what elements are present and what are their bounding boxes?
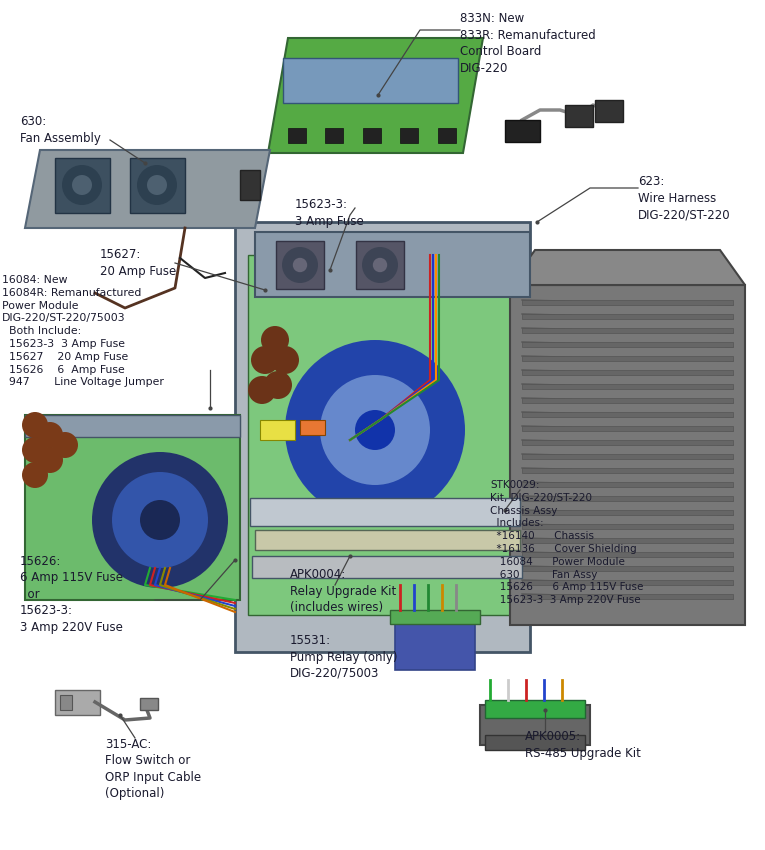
Circle shape (362, 247, 398, 283)
FancyBboxPatch shape (522, 468, 733, 473)
Circle shape (251, 346, 279, 374)
Polygon shape (510, 250, 745, 285)
Polygon shape (25, 150, 270, 228)
FancyBboxPatch shape (510, 285, 745, 625)
FancyBboxPatch shape (240, 170, 260, 200)
FancyBboxPatch shape (283, 58, 458, 103)
Text: 833N: New
833R: Remanufactured
Control Board
DIG-220: 833N: New 833R: Remanufactured Control B… (460, 12, 596, 75)
Text: 630:
Fan Assembly: 630: Fan Assembly (20, 115, 101, 145)
FancyBboxPatch shape (288, 128, 306, 143)
Circle shape (271, 346, 299, 374)
FancyBboxPatch shape (522, 370, 733, 375)
Text: www.inyopools.com: www.inyopools.com (328, 484, 452, 496)
Text: 16084: New
16084R: Remanufactured
Power Module
DIG-220/ST-220/75003
  Both Inclu: 16084: New 16084R: Remanufactured Power … (2, 275, 164, 388)
FancyBboxPatch shape (300, 420, 325, 435)
FancyBboxPatch shape (522, 496, 733, 501)
Text: APK0005:
RS-485 Upgrade Kit: APK0005: RS-485 Upgrade Kit (525, 730, 641, 760)
FancyBboxPatch shape (395, 620, 475, 670)
FancyBboxPatch shape (522, 552, 733, 557)
FancyBboxPatch shape (60, 695, 72, 710)
FancyBboxPatch shape (252, 556, 522, 578)
Text: 15627:
20 Amp Fuse: 15627: 20 Amp Fuse (100, 248, 176, 277)
Circle shape (285, 340, 465, 520)
Circle shape (22, 437, 48, 463)
FancyBboxPatch shape (438, 128, 456, 143)
Circle shape (293, 258, 308, 272)
FancyBboxPatch shape (255, 530, 520, 550)
FancyBboxPatch shape (260, 420, 295, 440)
Circle shape (37, 422, 63, 448)
FancyBboxPatch shape (565, 105, 593, 127)
Circle shape (37, 447, 63, 473)
FancyBboxPatch shape (130, 158, 185, 213)
FancyBboxPatch shape (522, 398, 733, 403)
FancyBboxPatch shape (522, 594, 733, 599)
FancyBboxPatch shape (522, 524, 733, 529)
Text: 315-AC:
Flow Switch or
ORP Input Cable
(Optional): 315-AC: Flow Switch or ORP Input Cable (… (105, 738, 201, 801)
FancyBboxPatch shape (55, 690, 100, 715)
FancyBboxPatch shape (522, 328, 733, 333)
FancyBboxPatch shape (480, 705, 590, 745)
FancyBboxPatch shape (276, 241, 324, 289)
FancyBboxPatch shape (255, 232, 530, 297)
FancyBboxPatch shape (522, 356, 733, 361)
Circle shape (52, 432, 78, 458)
Circle shape (92, 452, 228, 588)
Circle shape (282, 247, 318, 283)
FancyBboxPatch shape (522, 342, 733, 347)
FancyBboxPatch shape (25, 415, 240, 600)
Circle shape (112, 472, 208, 568)
FancyBboxPatch shape (522, 482, 733, 487)
FancyBboxPatch shape (522, 538, 733, 543)
Text: 623:
Wire Harness
DIG-220/ST-220: 623: Wire Harness DIG-220/ST-220 (638, 175, 731, 221)
FancyBboxPatch shape (505, 120, 540, 142)
Circle shape (147, 175, 167, 195)
Text: APK0004:
Relay Upgrade Kit
(includes wires)

15531:
Pump Relay (only)
DIG-220/75: APK0004: Relay Upgrade Kit (includes wir… (290, 568, 398, 680)
FancyBboxPatch shape (55, 158, 110, 213)
Circle shape (140, 500, 180, 540)
FancyBboxPatch shape (522, 384, 733, 389)
FancyBboxPatch shape (390, 610, 480, 624)
FancyBboxPatch shape (25, 415, 240, 437)
FancyBboxPatch shape (522, 440, 733, 445)
FancyBboxPatch shape (140, 698, 158, 710)
Circle shape (22, 462, 48, 488)
Circle shape (137, 165, 177, 205)
FancyBboxPatch shape (522, 454, 733, 459)
FancyBboxPatch shape (235, 222, 530, 652)
FancyBboxPatch shape (522, 426, 733, 431)
Circle shape (261, 326, 289, 354)
FancyBboxPatch shape (522, 566, 733, 571)
FancyBboxPatch shape (485, 735, 585, 750)
Circle shape (355, 410, 395, 450)
FancyBboxPatch shape (522, 510, 733, 515)
Circle shape (72, 175, 92, 195)
FancyBboxPatch shape (401, 128, 418, 143)
Circle shape (320, 375, 430, 485)
FancyBboxPatch shape (522, 300, 733, 305)
FancyBboxPatch shape (250, 498, 520, 526)
FancyBboxPatch shape (522, 412, 733, 417)
FancyBboxPatch shape (363, 128, 381, 143)
Text: 15626:
6 Amp 115V Fuse
  or
15623-3:
3 Amp 220V Fuse: 15626: 6 Amp 115V Fuse or 15623-3: 3 Amp… (20, 555, 123, 634)
Polygon shape (268, 38, 483, 153)
FancyBboxPatch shape (248, 255, 518, 615)
FancyBboxPatch shape (595, 100, 623, 122)
FancyBboxPatch shape (325, 128, 343, 143)
Text: STK0029:
Kit, DIG-220/ST-220
Chassis Assy
  Includes:
  *16140      Chassis
  *1: STK0029: Kit, DIG-220/ST-220 Chassis Ass… (490, 480, 643, 605)
Circle shape (373, 258, 387, 272)
FancyBboxPatch shape (485, 700, 585, 718)
Text: 15623-3:
3 Amp Fuse: 15623-3: 3 Amp Fuse (295, 198, 363, 228)
Circle shape (62, 165, 102, 205)
Circle shape (264, 371, 292, 399)
Circle shape (248, 376, 276, 404)
FancyBboxPatch shape (356, 241, 404, 289)
FancyBboxPatch shape (522, 580, 733, 585)
Circle shape (22, 412, 48, 438)
FancyBboxPatch shape (522, 314, 733, 319)
